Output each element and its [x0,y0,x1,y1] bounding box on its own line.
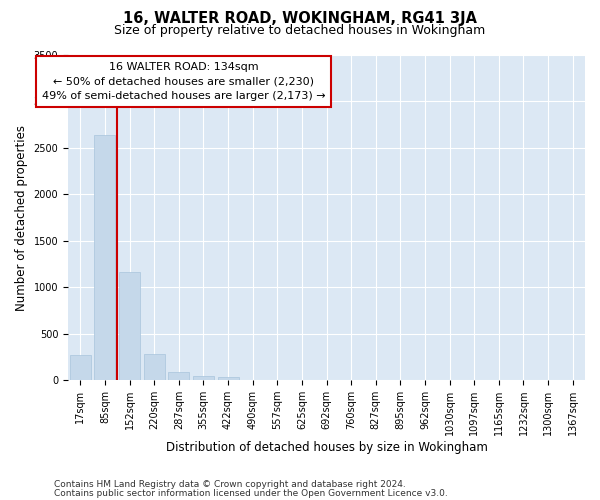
Bar [193,376,214,380]
Y-axis label: Number of detached properties: Number of detached properties [15,124,28,310]
X-axis label: Distribution of detached houses by size in Wokingham: Distribution of detached houses by size … [166,441,487,454]
Text: Contains public sector information licensed under the Open Government Licence v3: Contains public sector information licen… [54,488,448,498]
Text: 16, WALTER ROAD, WOKINGHAM, RG41 3JA: 16, WALTER ROAD, WOKINGHAM, RG41 3JA [123,11,477,26]
Bar [70,355,91,380]
Text: Size of property relative to detached houses in Wokingham: Size of property relative to detached ho… [115,24,485,37]
Text: 16 WALTER ROAD: 134sqm
← 50% of detached houses are smaller (2,230)
49% of semi-: 16 WALTER ROAD: 134sqm ← 50% of detached… [42,62,326,101]
Text: Contains HM Land Registry data © Crown copyright and database right 2024.: Contains HM Land Registry data © Crown c… [54,480,406,489]
Bar [119,272,140,380]
Bar [169,372,189,380]
Bar [144,354,164,380]
Bar [94,135,115,380]
Bar [218,377,239,380]
